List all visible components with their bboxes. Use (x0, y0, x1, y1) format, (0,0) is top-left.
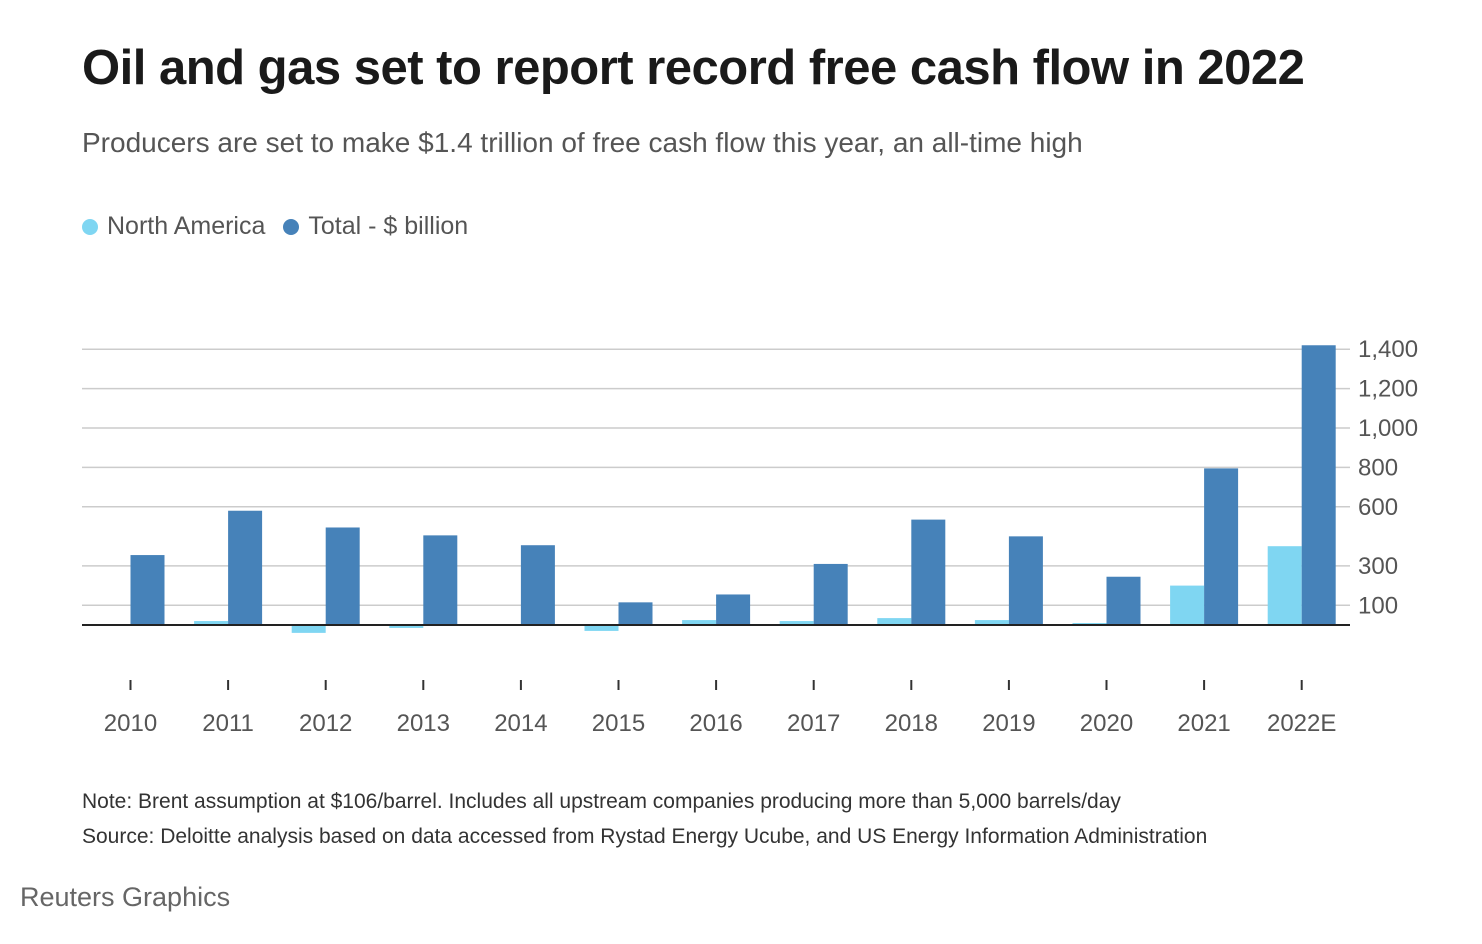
y-tick-label: 1,400 (1358, 336, 1418, 363)
bar-total (520, 545, 555, 625)
legend-dot-total (283, 218, 300, 235)
x-tick-label: 2018 (885, 710, 938, 737)
bar-total (618, 602, 653, 625)
y-tick-label: 100 (1358, 592, 1398, 619)
bar-total (1008, 536, 1043, 625)
bar-total (1106, 576, 1141, 625)
y-tick-label: 300 (1358, 553, 1398, 580)
bar-north-america (779, 621, 814, 625)
x-tick-label: 2014 (494, 710, 547, 737)
note-text: Note: Brent assumption at $106/barrel. I… (82, 790, 1121, 813)
legend-label-north-america: North America (107, 212, 266, 240)
credit-text: Reuters Graphics (20, 882, 231, 912)
x-tick-label: 2016 (689, 710, 742, 737)
chart-title: Oil and gas set to report record free ca… (82, 41, 1305, 95)
bar-north-america (877, 618, 912, 625)
chart-notes: Note: Brent assumption at $106/barrel. I… (82, 784, 1207, 854)
chart-subtitle: Producers are set to make $1.4 trillion … (82, 127, 1083, 158)
bar-total (423, 535, 458, 625)
bar-north-america (974, 620, 1009, 625)
y-tick-label: 600 (1358, 494, 1398, 521)
y-tick-label: 1,000 (1358, 415, 1418, 442)
x-tick-label: 2012 (299, 710, 352, 737)
bar-total (911, 519, 946, 625)
x-tick-label: 2017 (787, 710, 840, 737)
x-tick-label: 2021 (1177, 710, 1230, 737)
bar-total (1301, 345, 1336, 625)
bar-north-america (682, 620, 717, 625)
legend-label-total: Total - $ billion (308, 212, 469, 240)
bar-total (813, 563, 848, 625)
legend-dot-north-america (82, 218, 98, 235)
bar-north-america (291, 625, 326, 633)
x-tick-label: 2011 (202, 710, 254, 737)
x-tick-label: 2013 (397, 710, 450, 737)
bar-north-america (389, 625, 424, 628)
y-tick-label: 1,200 (1358, 376, 1418, 403)
bar-total (228, 510, 263, 625)
bar-total (716, 594, 751, 625)
bar-total (325, 527, 360, 625)
source-text: Source: Deloitte analysis based on data … (82, 825, 1208, 848)
bar-north-america (194, 621, 229, 625)
x-tick-label: 2020 (1080, 710, 1133, 737)
x-tick-label: 2015 (592, 710, 645, 737)
x-tick-label: 2019 (982, 710, 1035, 737)
bar-north-america (1170, 585, 1205, 625)
x-tick-label: 2010 (104, 710, 157, 737)
bar-north-america (584, 625, 619, 631)
bar-total (1204, 468, 1239, 625)
bar-total (130, 555, 165, 625)
legend-item-total: Total - $ billion (283, 212, 468, 241)
x-tick-label: 2022E (1267, 710, 1336, 737)
legend-item-north-america: North America (82, 212, 265, 241)
legend: North America Total - $ billion (82, 212, 486, 241)
bar-north-america (1267, 546, 1302, 625)
y-tick-label: 800 (1358, 454, 1398, 481)
